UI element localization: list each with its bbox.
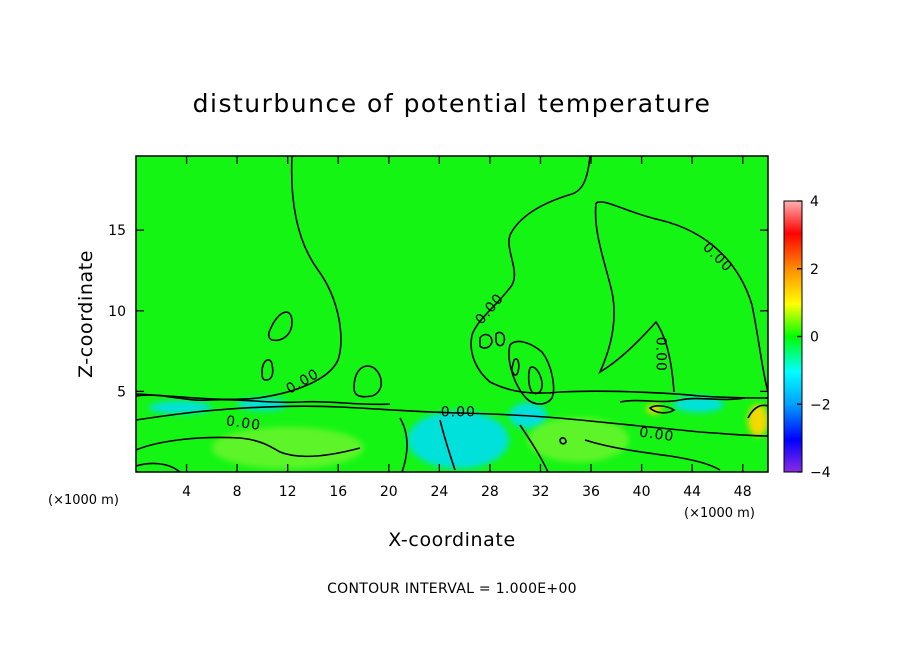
x-tick-label: 28 (481, 484, 499, 500)
y-tick-label: 15 (108, 223, 126, 239)
contour-line (399, 417, 408, 472)
colorbar-tick-label: 0 (810, 330, 819, 346)
contour-line (136, 405, 768, 437)
plot-frame (135, 155, 769, 473)
contour-label: 0.00 (441, 404, 476, 420)
y-axis-title: Z-coordinate (75, 250, 97, 378)
colorbar-ticks: −4 −2 0 2 4 (797, 194, 831, 481)
contour-label: 0.00 (225, 413, 262, 434)
anomaly-region (747, 404, 768, 437)
x-tick-label: 36 (582, 484, 600, 500)
contour-line (479, 333, 493, 349)
contour-line (261, 359, 274, 381)
anomaly-region (407, 410, 509, 469)
contour-line (267, 311, 293, 342)
contour-line (527, 366, 543, 395)
anomaly-region (211, 426, 364, 469)
contour-line (508, 340, 555, 405)
x-tick-label: 20 (380, 484, 398, 500)
colorbar-tick-label: −2 (810, 397, 831, 413)
contour-line (594, 202, 675, 393)
contour-line (619, 397, 746, 403)
x-tick-label: 40 (633, 484, 651, 500)
contour-line (519, 424, 549, 472)
anomaly-region (673, 396, 724, 413)
contour-line (511, 358, 520, 376)
x-tick-label: 12 (279, 484, 297, 500)
contour-line (136, 436, 361, 458)
contour-line (470, 156, 768, 399)
contour-line (595, 201, 768, 393)
colorbar-tick-label: 2 (810, 262, 819, 278)
contour-label: 0.00 (638, 425, 675, 446)
contour-line (439, 419, 456, 471)
contour-interval-label: CONTOUR INTERVAL = 1.000E+00 (327, 581, 577, 597)
contour-line (136, 462, 181, 472)
x-tick-label: 32 (532, 484, 550, 500)
plot-area: 0.000.000.000.000.000.000.00 (135, 155, 769, 473)
colorbar-tick-label: −4 (810, 465, 831, 481)
x-unit-label-left: (×1000 m) (48, 493, 119, 508)
contour-lines (136, 156, 768, 472)
contour-line (495, 331, 506, 347)
contour-line (136, 394, 391, 406)
anomaly-region (527, 417, 629, 463)
contour-line (559, 437, 567, 445)
x-tick-label: 48 (734, 484, 752, 500)
y-axis: 5 10 15 (108, 223, 768, 400)
x-tick-label: 4 (182, 484, 191, 500)
anomaly-layer (148, 396, 768, 469)
contour-line (584, 439, 721, 471)
x-axis-title: X-coordinate (388, 529, 515, 551)
contour-line (648, 405, 676, 414)
contour-line (353, 365, 383, 398)
x-axis: 4 8 12 16 20 24 28 32 36 40 44 48 (182, 156, 752, 500)
contour-label: 0.00 (653, 337, 669, 372)
x-unit-label-right: (×1000 m) (684, 506, 755, 521)
contour-line (747, 404, 768, 419)
x-tick-label: 24 (430, 484, 448, 500)
y-tick-label: 5 (117, 384, 126, 400)
x-tick-label: 44 (683, 484, 701, 500)
colorbar-tick-label: 4 (810, 194, 819, 210)
colorbar: −4 −2 0 2 4 (783, 194, 831, 481)
anomaly-region (148, 401, 212, 414)
y-tick-label: 10 (108, 304, 126, 320)
x-tick-label: 8 (233, 484, 242, 500)
chart-title: disturbunce of potential temperature (193, 89, 712, 118)
x-tick-label: 16 (329, 484, 347, 500)
